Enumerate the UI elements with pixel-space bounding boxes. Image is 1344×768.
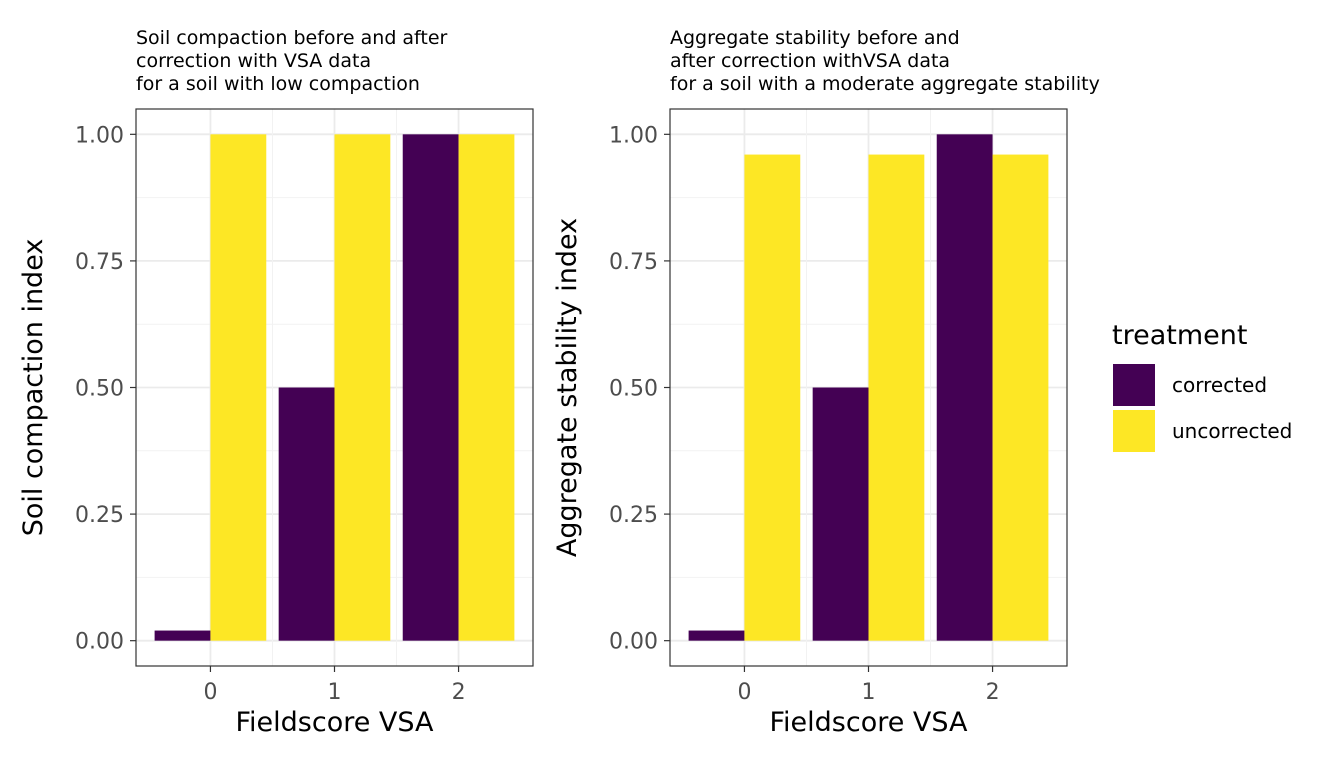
bar-uncorrected-1 — [334, 134, 391, 641]
x-tick-label: 0 — [203, 680, 217, 705]
panel-soil-compaction: Soil compaction before and after correct… — [18, 27, 534, 738]
bar-corrected-2 — [936, 134, 993, 641]
bar-uncorrected-2 — [992, 154, 1049, 641]
y-axis-title: Soil compaction index — [18, 239, 49, 537]
y-tick-label: 0.25 — [75, 503, 124, 528]
x-axis-title: Fieldscore VSA — [769, 707, 968, 738]
x-tick-label: 1 — [862, 680, 876, 705]
panel-aggregate-stability: Aggregate stability before and after cor… — [552, 27, 1100, 738]
bar-corrected-1 — [812, 387, 869, 641]
legend-label-corrected: corrected — [1172, 373, 1267, 397]
bars — [154, 134, 515, 641]
y-tick-label: 0.50 — [75, 377, 124, 402]
bar-corrected-0 — [154, 630, 211, 641]
bar-corrected-1 — [278, 387, 335, 641]
x-tick-label: 2 — [986, 680, 1000, 705]
chart-title-line-3: for a soil with low compaction — [136, 73, 420, 95]
axis-ticks: 0.00 0.25 0.50 0.75 1.00 0 1 2 — [609, 123, 1000, 705]
y-tick-label: 1.00 — [75, 123, 124, 148]
legend: treatment corrected uncorrected — [1112, 320, 1292, 452]
y-tick-label: 0.50 — [609, 377, 658, 402]
bars — [688, 134, 1049, 641]
legend-title: treatment — [1112, 320, 1247, 351]
y-tick-label: 0.75 — [609, 250, 658, 275]
bar-corrected-2 — [402, 134, 459, 641]
y-axis-title: Aggregate stability index — [552, 218, 583, 557]
x-axis-title: Fieldscore VSA — [235, 707, 434, 738]
legend-label-uncorrected: uncorrected — [1172, 419, 1292, 443]
legend-swatch-corrected — [1113, 364, 1155, 406]
y-tick-label: 1.00 — [609, 123, 658, 148]
chart-title-line-1: Aggregate stability before and — [670, 27, 960, 49]
chart-title-line-2: after correction withVSA data — [670, 50, 950, 72]
chart-title-line-2: correction with VSA data — [136, 50, 371, 72]
x-tick-label: 2 — [452, 680, 466, 705]
bar-uncorrected-1 — [868, 154, 925, 641]
chart-title-line-3: for a soil with a moderate aggregate sta… — [670, 73, 1100, 95]
bar-uncorrected-0 — [744, 154, 801, 641]
chart-title-line-1: Soil compaction before and after — [136, 27, 448, 49]
legend-swatch-uncorrected — [1113, 410, 1155, 452]
bar-corrected-0 — [688, 630, 745, 641]
bar-uncorrected-0 — [210, 134, 267, 641]
y-tick-label: 0.00 — [609, 630, 658, 655]
y-tick-label: 0.75 — [75, 250, 124, 275]
y-tick-label: 0.00 — [75, 630, 124, 655]
bar-uncorrected-2 — [458, 134, 515, 641]
x-tick-label: 0 — [737, 680, 751, 705]
axis-ticks: 0.00 0.25 0.50 0.75 1.00 0 1 2 — [75, 123, 466, 705]
y-tick-label: 0.25 — [609, 503, 658, 528]
x-tick-label: 1 — [328, 680, 342, 705]
